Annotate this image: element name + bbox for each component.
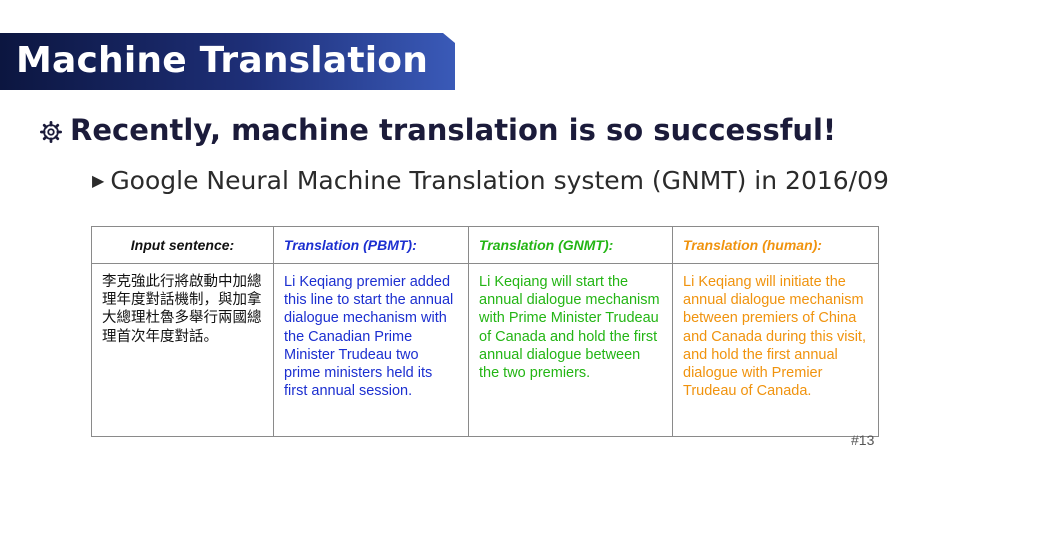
table-row: 李克強此行將啟動中加總理年度對話機制，與加拿大總理杜魯多舉行兩國總理首次年度對話… bbox=[91, 263, 879, 437]
header-human: Translation (human): bbox=[672, 226, 879, 264]
cell-gnmt-translation: Li Keqiang will start the annual dialogu… bbox=[468, 263, 673, 437]
table-header-row: Input sentence: Translation (PBMT): Tran… bbox=[91, 226, 879, 264]
translation-comparison-table: Input sentence: Translation (PBMT): Tran… bbox=[91, 226, 879, 437]
cell-pbmt-translation: Li Keqiang premier added this line to st… bbox=[273, 263, 469, 437]
cell-human-translation: Li Keqiang will initiate the annual dial… bbox=[672, 263, 879, 437]
sub-bullet: ▶ Google Neural Machine Translation syst… bbox=[92, 166, 889, 195]
header-input: Input sentence: bbox=[91, 226, 274, 264]
sub-bullet-text: Google Neural Machine Translation system… bbox=[110, 166, 889, 195]
main-bullet: Recently, machine translation is so succ… bbox=[40, 113, 836, 147]
triangle-bullet-icon: ▶ bbox=[92, 171, 105, 190]
page-number: #13 bbox=[851, 432, 875, 448]
slide-title: Machine Translation bbox=[16, 40, 429, 81]
cell-input-sentence: 李克強此行將啟動中加總理年度對話機制，與加拿大總理杜魯多舉行兩國總理首次年度對話… bbox=[91, 263, 274, 437]
header-gnmt: Translation (GNMT): bbox=[468, 226, 673, 264]
main-bullet-text: Recently, machine translation is so succ… bbox=[70, 113, 837, 147]
header-pbmt: Translation (PBMT): bbox=[273, 226, 469, 264]
title-banner bbox=[0, 33, 455, 90]
gear-bullet-icon bbox=[40, 121, 62, 143]
